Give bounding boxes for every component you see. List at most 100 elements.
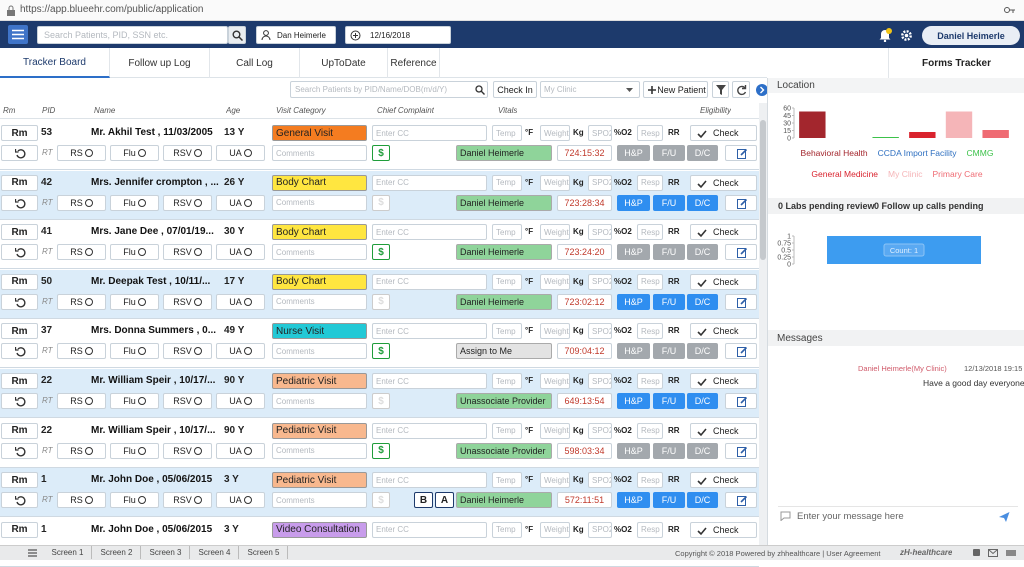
legend-entry[interactable]: Behavioral Health <box>800 148 868 158</box>
weight-input[interactable]: Weight <box>540 224 570 241</box>
edit-button[interactable] <box>725 343 757 360</box>
dc-button[interactable]: D/C <box>687 194 718 211</box>
dc-button[interactable]: D/C <box>687 393 718 409</box>
extra-button[interactable]: A <box>435 492 454 509</box>
test-toggle[interactable]: RS <box>57 293 106 310</box>
dc-button[interactable]: D/C <box>687 244 718 261</box>
test-toggle[interactable]: Flu <box>110 194 159 211</box>
chief-complaint[interactable]: Enter CC <box>372 521 487 538</box>
spo2-input[interactable]: SPO2 <box>588 273 612 290</box>
temp-input[interactable]: Temp <box>492 174 522 191</box>
edit-button[interactable] <box>725 194 757 211</box>
panel-toggle[interactable] <box>755 83 767 97</box>
new-patient-button[interactable]: New Patient <box>643 81 708 98</box>
visit-category[interactable]: Video Consultation <box>272 521 367 538</box>
test-toggle[interactable]: UA <box>216 244 265 261</box>
fu-button[interactable]: F/U <box>653 442 685 459</box>
fu-button[interactable]: F/U <box>653 393 685 409</box>
hp-button[interactable]: H&P <box>617 393 650 409</box>
spo2-input[interactable]: SPO2 <box>588 125 612 141</box>
patient-name[interactable]: Mr. Deepak Test , 10/11/... <box>91 275 211 287</box>
hp-button[interactable]: H&P <box>617 244 650 261</box>
visit-category[interactable]: Pediatric Visit <box>272 373 367 389</box>
provider[interactable]: Daniel Heimerle <box>456 194 552 211</box>
edit-button[interactable] <box>725 244 757 261</box>
fu-button[interactable]: F/U <box>653 492 685 509</box>
forms-tab[interactable]: Forms Tracker <box>888 48 1024 78</box>
test-toggle[interactable]: Flu <box>110 492 159 509</box>
resp-input[interactable]: Resp <box>637 174 663 191</box>
patient-name[interactable]: Mrs. Donna Summers , 0... <box>91 325 217 337</box>
billing-button[interactable]: $ <box>372 442 390 459</box>
hp-button[interactable]: H&P <box>617 293 650 310</box>
screen-tab[interactable]: Screen 3 <box>142 546 190 559</box>
chief-complaint[interactable]: Enter CC <box>372 224 487 241</box>
billing-button[interactable]: $ <box>372 492 390 509</box>
legend-entry[interactable]: My Clinic <box>888 169 923 179</box>
comments[interactable]: Comments <box>272 442 367 459</box>
legend-entry[interactable]: CCDA Import Facility <box>877 148 957 158</box>
hp-button[interactable]: H&P <box>617 343 650 360</box>
check-eligibility[interactable]: Check <box>690 174 757 191</box>
patient-name[interactable]: Mr. John Doe , 05/06/2015 <box>91 474 213 486</box>
chief-complaint[interactable]: Enter CC <box>372 273 487 290</box>
tab[interactable]: Call Log <box>210 48 300 78</box>
fu-button[interactable]: F/U <box>653 343 685 360</box>
test-toggle[interactable]: UA <box>216 293 265 310</box>
phone-icon[interactable] <box>972 548 981 557</box>
undo-button[interactable] <box>1 442 38 459</box>
resp-input[interactable]: Resp <box>637 224 663 241</box>
fu-button[interactable]: F/U <box>653 194 685 211</box>
undo-button[interactable] <box>1 492 38 509</box>
screen-tab[interactable]: Screen 4 <box>191 546 239 559</box>
resp-input[interactable]: Resp <box>637 521 663 538</box>
provider[interactable]: Daniel Heimerle <box>456 492 552 509</box>
patient-name[interactable]: Mr. John Doe , 05/06/2015 <box>91 523 213 535</box>
comments[interactable]: Comments <box>272 244 367 261</box>
user-menu[interactable]: Daniel Heimerle <box>922 26 1020 45</box>
weight-input[interactable]: Weight <box>540 323 570 340</box>
dc-button[interactable]: D/C <box>687 343 718 360</box>
comments[interactable]: Comments <box>272 145 367 161</box>
global-search[interactable]: Search Patients, PID, SSN etc. <box>37 26 228 44</box>
temp-input[interactable]: Temp <box>492 373 522 389</box>
spo2-input[interactable]: SPO2 <box>588 224 612 241</box>
comments[interactable]: Comments <box>272 293 367 310</box>
check-eligibility[interactable]: Check <box>690 521 757 538</box>
comments[interactable]: Comments <box>272 194 367 211</box>
chief-complaint[interactable]: Enter CC <box>372 174 487 191</box>
temp-input[interactable]: Temp <box>492 273 522 290</box>
fu-button[interactable]: F/U <box>653 244 685 261</box>
bell-icon[interactable] <box>878 28 892 42</box>
screen-tab[interactable]: Screen 2 <box>93 546 141 559</box>
undo-button[interactable] <box>1 244 38 261</box>
extra-button[interactable]: B <box>414 492 433 509</box>
patient-name[interactable]: Mr. William Speir , 10/17/... <box>91 424 216 436</box>
undo-button[interactable] <box>1 393 38 409</box>
patient-name[interactable]: Mrs. Jennifer crompton , ... <box>91 176 219 188</box>
spo2-input[interactable]: SPO2 <box>588 472 612 489</box>
legend-entry[interactable]: Primary Care <box>932 169 983 179</box>
billing-button[interactable]: $ <box>372 393 390 409</box>
provider-chip[interactable]: Dan Heimerle <box>256 26 336 44</box>
date-chip[interactable]: 12/16/2018 <box>345 26 451 44</box>
chief-complaint[interactable]: Enter CC <box>372 125 487 141</box>
followups-pending[interactable]: 0 Follow up calls pending <box>874 201 984 211</box>
edit-button[interactable] <box>725 145 757 161</box>
dc-button[interactable]: D/C <box>687 145 718 161</box>
provider[interactable]: Unassociate Provider <box>456 393 552 409</box>
hp-button[interactable]: H&P <box>617 145 650 161</box>
legend-entry[interactable]: CMMG <box>966 148 994 158</box>
hp-button[interactable]: H&P <box>617 492 650 509</box>
screen-tab[interactable]: Screen 1 <box>44 546 92 559</box>
comments[interactable]: Comments <box>272 393 367 409</box>
edit-button[interactable] <box>725 393 757 409</box>
test-toggle[interactable]: RSV <box>163 293 212 310</box>
edit-button[interactable] <box>725 442 757 459</box>
fu-button[interactable]: F/U <box>653 293 685 310</box>
filter-button[interactable] <box>712 81 729 98</box>
chief-complaint[interactable]: Enter CC <box>372 472 487 489</box>
test-toggle[interactable]: RSV <box>163 145 212 161</box>
resp-input[interactable]: Resp <box>637 422 663 439</box>
test-toggle[interactable]: RS <box>57 393 106 409</box>
